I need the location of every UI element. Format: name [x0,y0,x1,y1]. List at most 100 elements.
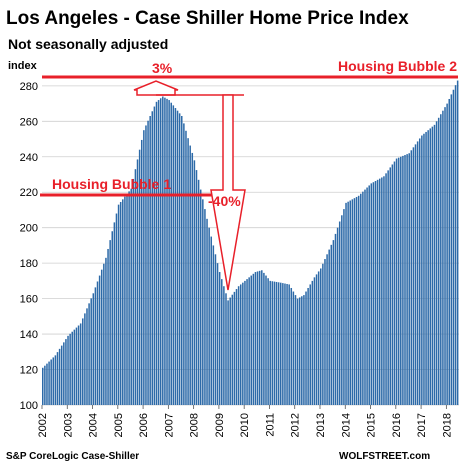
bar [244,280,246,405]
bar [176,110,179,405]
x-tick-label: 2014 [340,413,352,437]
y-tick-label: 240 [20,152,38,164]
x-tick-label: 2006 [138,413,150,437]
x-tick-label: 2010 [239,413,251,437]
bar [263,272,265,405]
x-tick-label: 2004 [88,413,100,437]
bar [138,149,141,405]
bar [383,176,385,405]
bar [303,295,305,405]
bar [400,156,402,405]
bar [364,189,366,405]
bar [239,284,242,405]
bar [178,113,181,405]
y-tick-label: 220 [20,187,38,199]
bar [109,240,111,405]
down-arrow [210,94,246,291]
bar [54,355,57,405]
bar [166,98,168,406]
bar [197,179,200,405]
bar [395,158,398,405]
bar [162,96,164,405]
bar [372,182,375,405]
bar [145,125,147,406]
x-tick-label: 2016 [391,413,403,437]
bar [168,100,170,406]
bar [202,199,204,405]
bar [229,297,231,405]
bar [301,296,303,405]
bar [362,191,364,405]
bar [324,259,326,405]
bar [174,108,177,405]
bar [311,280,314,405]
bar [277,282,280,405]
bar [193,160,196,405]
bar [341,215,343,405]
bar [418,138,421,405]
bar [250,275,253,405]
bar [332,240,335,405]
bar [214,254,217,405]
bar [397,157,400,405]
bar [199,189,202,405]
bar [320,268,322,405]
bar [290,287,293,405]
bar [105,257,107,405]
bar [212,245,215,405]
bar [294,295,297,405]
bar [448,98,450,405]
bar [326,254,328,405]
bar [227,300,229,405]
bar [56,352,59,405]
bar [134,169,137,405]
bar [378,178,381,405]
y-tick-label: 180 [20,258,38,270]
bar [98,275,101,405]
bar [103,263,105,405]
bar [282,283,284,405]
x-tick-label: 2009 [214,413,226,437]
bar [151,111,154,405]
bar [345,202,347,405]
y-tick-label: 120 [20,365,38,377]
y-tick-labels: 100 120 140 160 180 200 220 240 260 280 [20,81,38,412]
bar [410,150,413,405]
up-arrow [133,80,179,96]
bar [218,272,221,405]
bar [231,294,234,405]
bar [119,201,122,405]
bar [233,291,236,405]
bar [208,227,210,405]
bar [421,135,423,405]
bar [195,170,198,405]
x-tick-label: 2015 [366,413,378,437]
bar [172,105,175,406]
bar [79,323,82,405]
bar [338,221,341,405]
bar [115,213,118,405]
bar [258,270,261,405]
bar [58,348,61,405]
bar [393,161,396,405]
bar [265,275,267,405]
bar [412,147,415,405]
bar [429,128,432,406]
bar [442,110,444,405]
bar [44,365,46,405]
bar [298,297,301,405]
bar [389,167,392,405]
bar [435,121,438,405]
bar [305,291,307,405]
x-tick-label: 2018 [441,413,453,437]
bar [309,284,311,405]
bar [385,173,387,405]
bar [170,102,172,406]
bar [42,367,44,405]
bar [185,130,187,405]
bar [456,80,459,406]
bar [86,308,88,405]
bar [164,97,166,406]
bar [286,283,288,405]
